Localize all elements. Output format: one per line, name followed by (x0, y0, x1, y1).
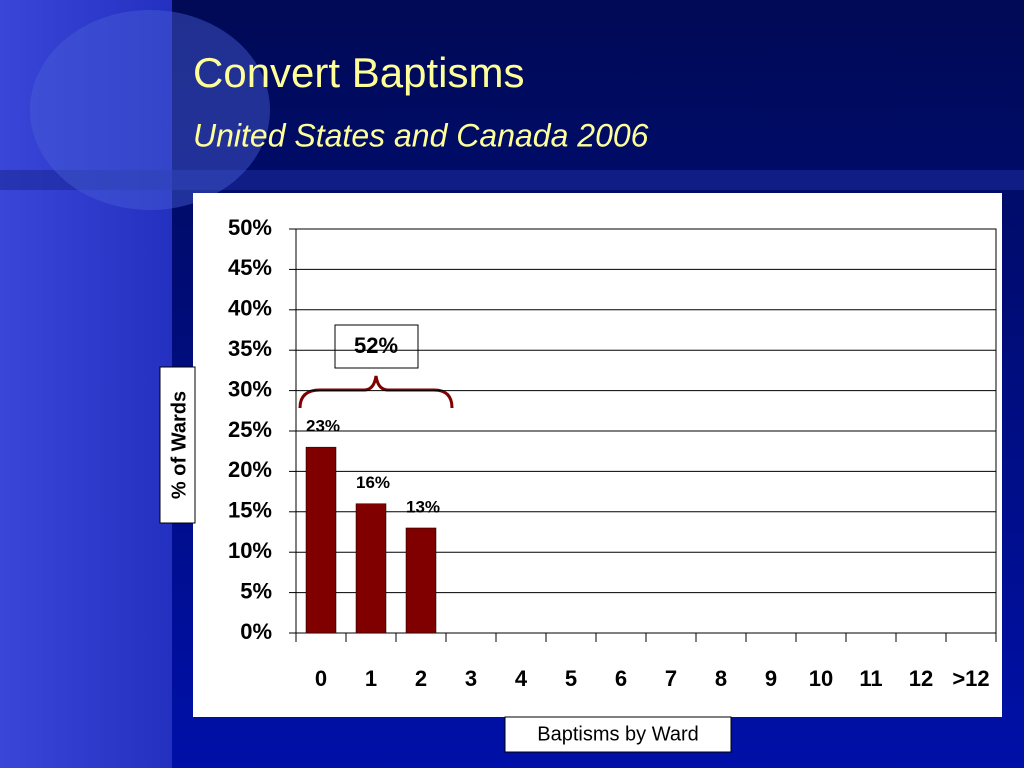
y-tick-label: 45% (228, 255, 272, 280)
y-tick-label: 40% (228, 296, 272, 321)
y-tick-label: 50% (228, 215, 272, 240)
chart-title: Convert Baptisms (193, 49, 524, 96)
x-tick-label: 12 (909, 666, 933, 691)
bar (305, 446, 337, 634)
y-tick-label: 15% (228, 498, 272, 523)
x-tick-label: >12 (952, 666, 989, 691)
x-axis-label: Baptisms by Ward (537, 723, 699, 745)
y-tick-label: 30% (228, 376, 272, 401)
x-tick-label: 10 (809, 666, 833, 691)
value-label: 16% (356, 473, 390, 492)
top-band (0, 170, 1024, 190)
annotation-box (334, 324, 419, 369)
y-tick-label: 25% (228, 417, 272, 442)
x-tick-label: 8 (715, 666, 727, 691)
x-tick-label: 5 (565, 666, 577, 691)
x-tick-label: 4 (515, 666, 528, 691)
x-tick-label: 9 (765, 666, 777, 691)
side-band (0, 0, 172, 768)
y-tick-label: 0% (240, 619, 272, 644)
x-tick-label: 11 (859, 666, 882, 691)
decoration (30, 10, 270, 210)
x-tick-label: 2 (415, 666, 427, 691)
x-tick-label: 7 (665, 666, 677, 691)
value-label: 13% (406, 497, 440, 516)
x-label-box (504, 716, 732, 753)
y-axis-label: % of Wards (168, 391, 190, 499)
y-tick-label: 10% (228, 538, 272, 563)
y-tick-label: 35% (228, 336, 272, 361)
x-tick-label: 0 (315, 666, 327, 691)
bar (355, 503, 387, 634)
y-tick-label: 5% (240, 578, 272, 603)
chart-subtitle: United States and Canada 2006 (193, 117, 649, 153)
y-tick-label: 20% (228, 457, 272, 482)
bar (405, 527, 437, 634)
x-tick-label: 1 (365, 666, 377, 691)
y-label-box (159, 366, 196, 524)
brace (298, 375, 454, 409)
x-tick-label: 3 (465, 666, 477, 691)
annotation: 52% (354, 333, 398, 358)
x-tick-label: 6 (615, 666, 627, 691)
value-label: 23% (306, 417, 340, 436)
